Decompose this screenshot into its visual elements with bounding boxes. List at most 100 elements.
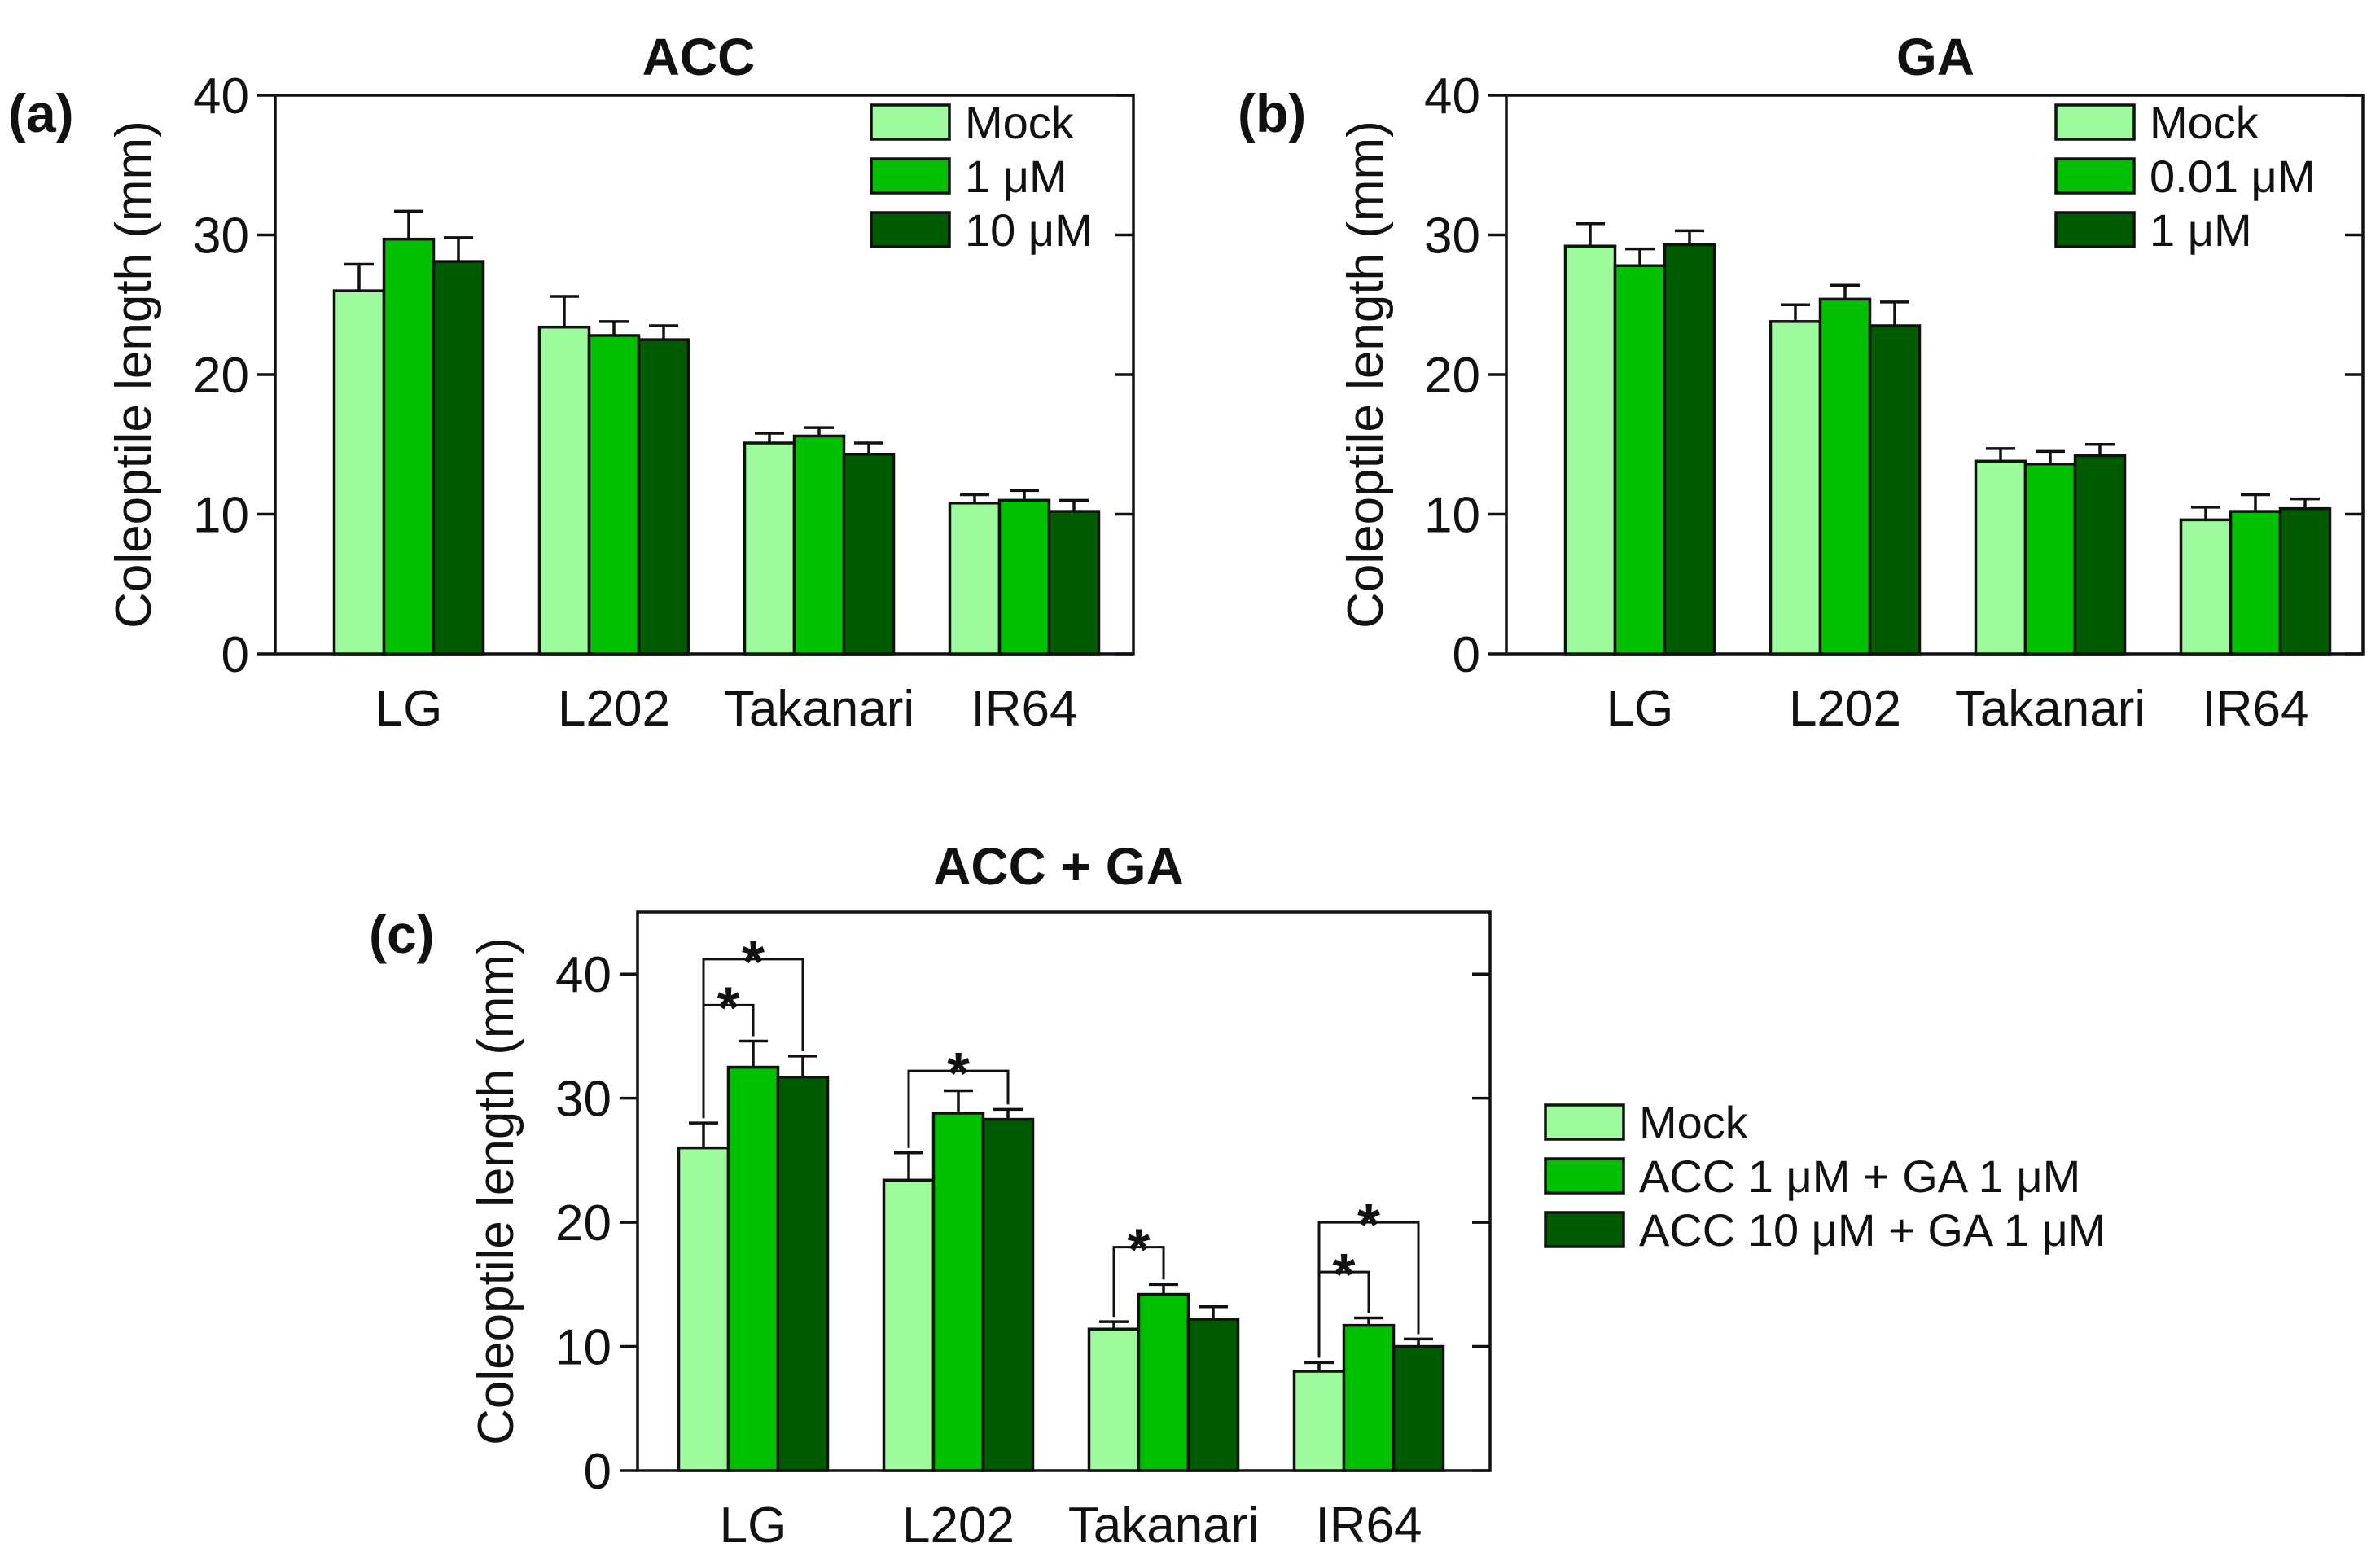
legend-label: 1 μM: [2150, 204, 2252, 256]
y-tick-label: 10: [1424, 488, 1480, 544]
bar: [2023, 463, 2077, 656]
x-category-label: L202: [1789, 681, 1901, 737]
x-category-label: LG: [720, 1497, 787, 1554]
significance-star: *: [742, 930, 765, 995]
bar: [677, 1146, 730, 1472]
bar: [981, 1117, 1035, 1472]
legend-label: Mock: [2150, 97, 2259, 148]
bar: [776, 1076, 830, 1472]
significance-star: *: [1127, 1218, 1150, 1283]
bar: [1663, 243, 1716, 656]
legend-swatch: [870, 103, 951, 141]
chart-title: ACC: [642, 28, 756, 86]
bar: [882, 1178, 936, 1472]
bar: [1868, 324, 1922, 656]
y-tick-label: 10: [555, 1320, 611, 1376]
chart-title: ACC + GA: [933, 837, 1184, 896]
bar: [931, 1112, 985, 1472]
legend-swatch: [1544, 1103, 1625, 1141]
x-category-label: Takanari: [724, 681, 914, 737]
legend-swatch: [1544, 1157, 1625, 1195]
y-tick-label: 40: [1424, 68, 1480, 125]
y-tick-label: 30: [193, 208, 249, 265]
x-category-label: LG: [375, 681, 443, 737]
y-tick-label: 20: [193, 348, 249, 404]
bar: [792, 434, 846, 656]
bar: [1047, 510, 1101, 656]
bar: [1292, 1370, 1346, 1472]
significance-star: *: [1357, 1193, 1380, 1258]
x-category-label: Takanari: [1955, 681, 2146, 737]
y-axis-title: Coleoptile length (mm): [1338, 121, 1394, 629]
bar: [1613, 264, 1667, 656]
bar: [1137, 1292, 1190, 1472]
x-category-label: LG: [1606, 681, 1674, 737]
legend-swatch: [1544, 1211, 1625, 1248]
panel-label: (b): [1238, 83, 1306, 143]
bar: [1769, 320, 1822, 656]
bar: [743, 441, 796, 656]
bar: [332, 289, 386, 656]
legend-label: 0.01 μM: [2150, 151, 2315, 202]
x-category-label: IR64: [971, 681, 1078, 737]
bar: [1974, 459, 2027, 656]
bar: [2278, 506, 2332, 656]
y-tick-label: 0: [1453, 627, 1480, 683]
y-tick-label: 20: [555, 1195, 611, 1252]
x-category-label: L202: [558, 681, 670, 737]
y-tick-label: 10: [193, 488, 249, 544]
bar: [1342, 1323, 1396, 1472]
bar: [1392, 1344, 1445, 1472]
legend-label: Mock: [965, 97, 1075, 148]
panel-label: (a): [8, 83, 74, 143]
y-tick-label: 40: [555, 947, 611, 1003]
bar: [537, 325, 591, 656]
significance-bracket: [1112, 1246, 1165, 1318]
bar: [948, 502, 1002, 656]
bar: [1563, 244, 1617, 656]
x-category-label: L202: [902, 1497, 1015, 1554]
bar: [587, 334, 641, 656]
chart-title: GA: [1896, 28, 1975, 86]
legend-swatch: [870, 211, 951, 248]
y-tick-label: 0: [584, 1444, 611, 1500]
y-tick-label: 30: [555, 1072, 611, 1128]
bar: [432, 260, 485, 656]
significance-bracket: [1317, 1221, 1420, 1358]
plot-frame: [636, 910, 1492, 1472]
significance-star: *: [717, 976, 739, 1041]
legend-swatch: [2054, 157, 2136, 195]
significance-star: *: [1332, 1243, 1355, 1308]
y-axis-title: Coleoptile length (mm): [468, 937, 524, 1445]
bar: [1818, 297, 1872, 656]
bar: [2073, 454, 2127, 656]
y-axis-title: Coleoptile length (mm): [106, 121, 162, 629]
bar: [1186, 1318, 1240, 1472]
chart-0: 0 10 20 30 40 LG L202 Takanari IR64 Coleoptile le…: [8, 28, 1135, 737]
y-tick-label: 30: [1424, 208, 1480, 265]
significance-star: *: [947, 1041, 970, 1107]
x-category-label: IR64: [1316, 1497, 1422, 1554]
panel-label: (c): [369, 904, 435, 964]
y-tick-label: 20: [1424, 348, 1480, 404]
legend-label: Mock: [1639, 1097, 1749, 1148]
bar: [2179, 518, 2233, 656]
bar: [2229, 510, 2282, 656]
legend-label: 1 μM: [965, 151, 1067, 202]
legend-swatch: [2054, 211, 2136, 248]
bar: [997, 498, 1051, 656]
x-category-label: IR64: [2202, 681, 2309, 737]
legend-label: ACC 1 μM + GA 1 μM: [1639, 1151, 2080, 1202]
bar: [842, 453, 896, 656]
legend-label: 10 μM: [965, 204, 1093, 256]
legend-swatch: [870, 157, 951, 195]
bar: [382, 237, 436, 656]
y-tick-label: 40: [193, 68, 249, 125]
x-category-label: Takanari: [1068, 1497, 1259, 1554]
chart-1: 0 10 20 30 40 LG L202 Takanari IR64 Coleoptile le…: [1238, 28, 2365, 737]
y-tick-label: 0: [221, 627, 249, 683]
significance-bracket: [702, 958, 804, 1119]
bar: [726, 1065, 780, 1472]
legend-label: ACC 10 μM + GA 1 μM: [1639, 1204, 2106, 1256]
